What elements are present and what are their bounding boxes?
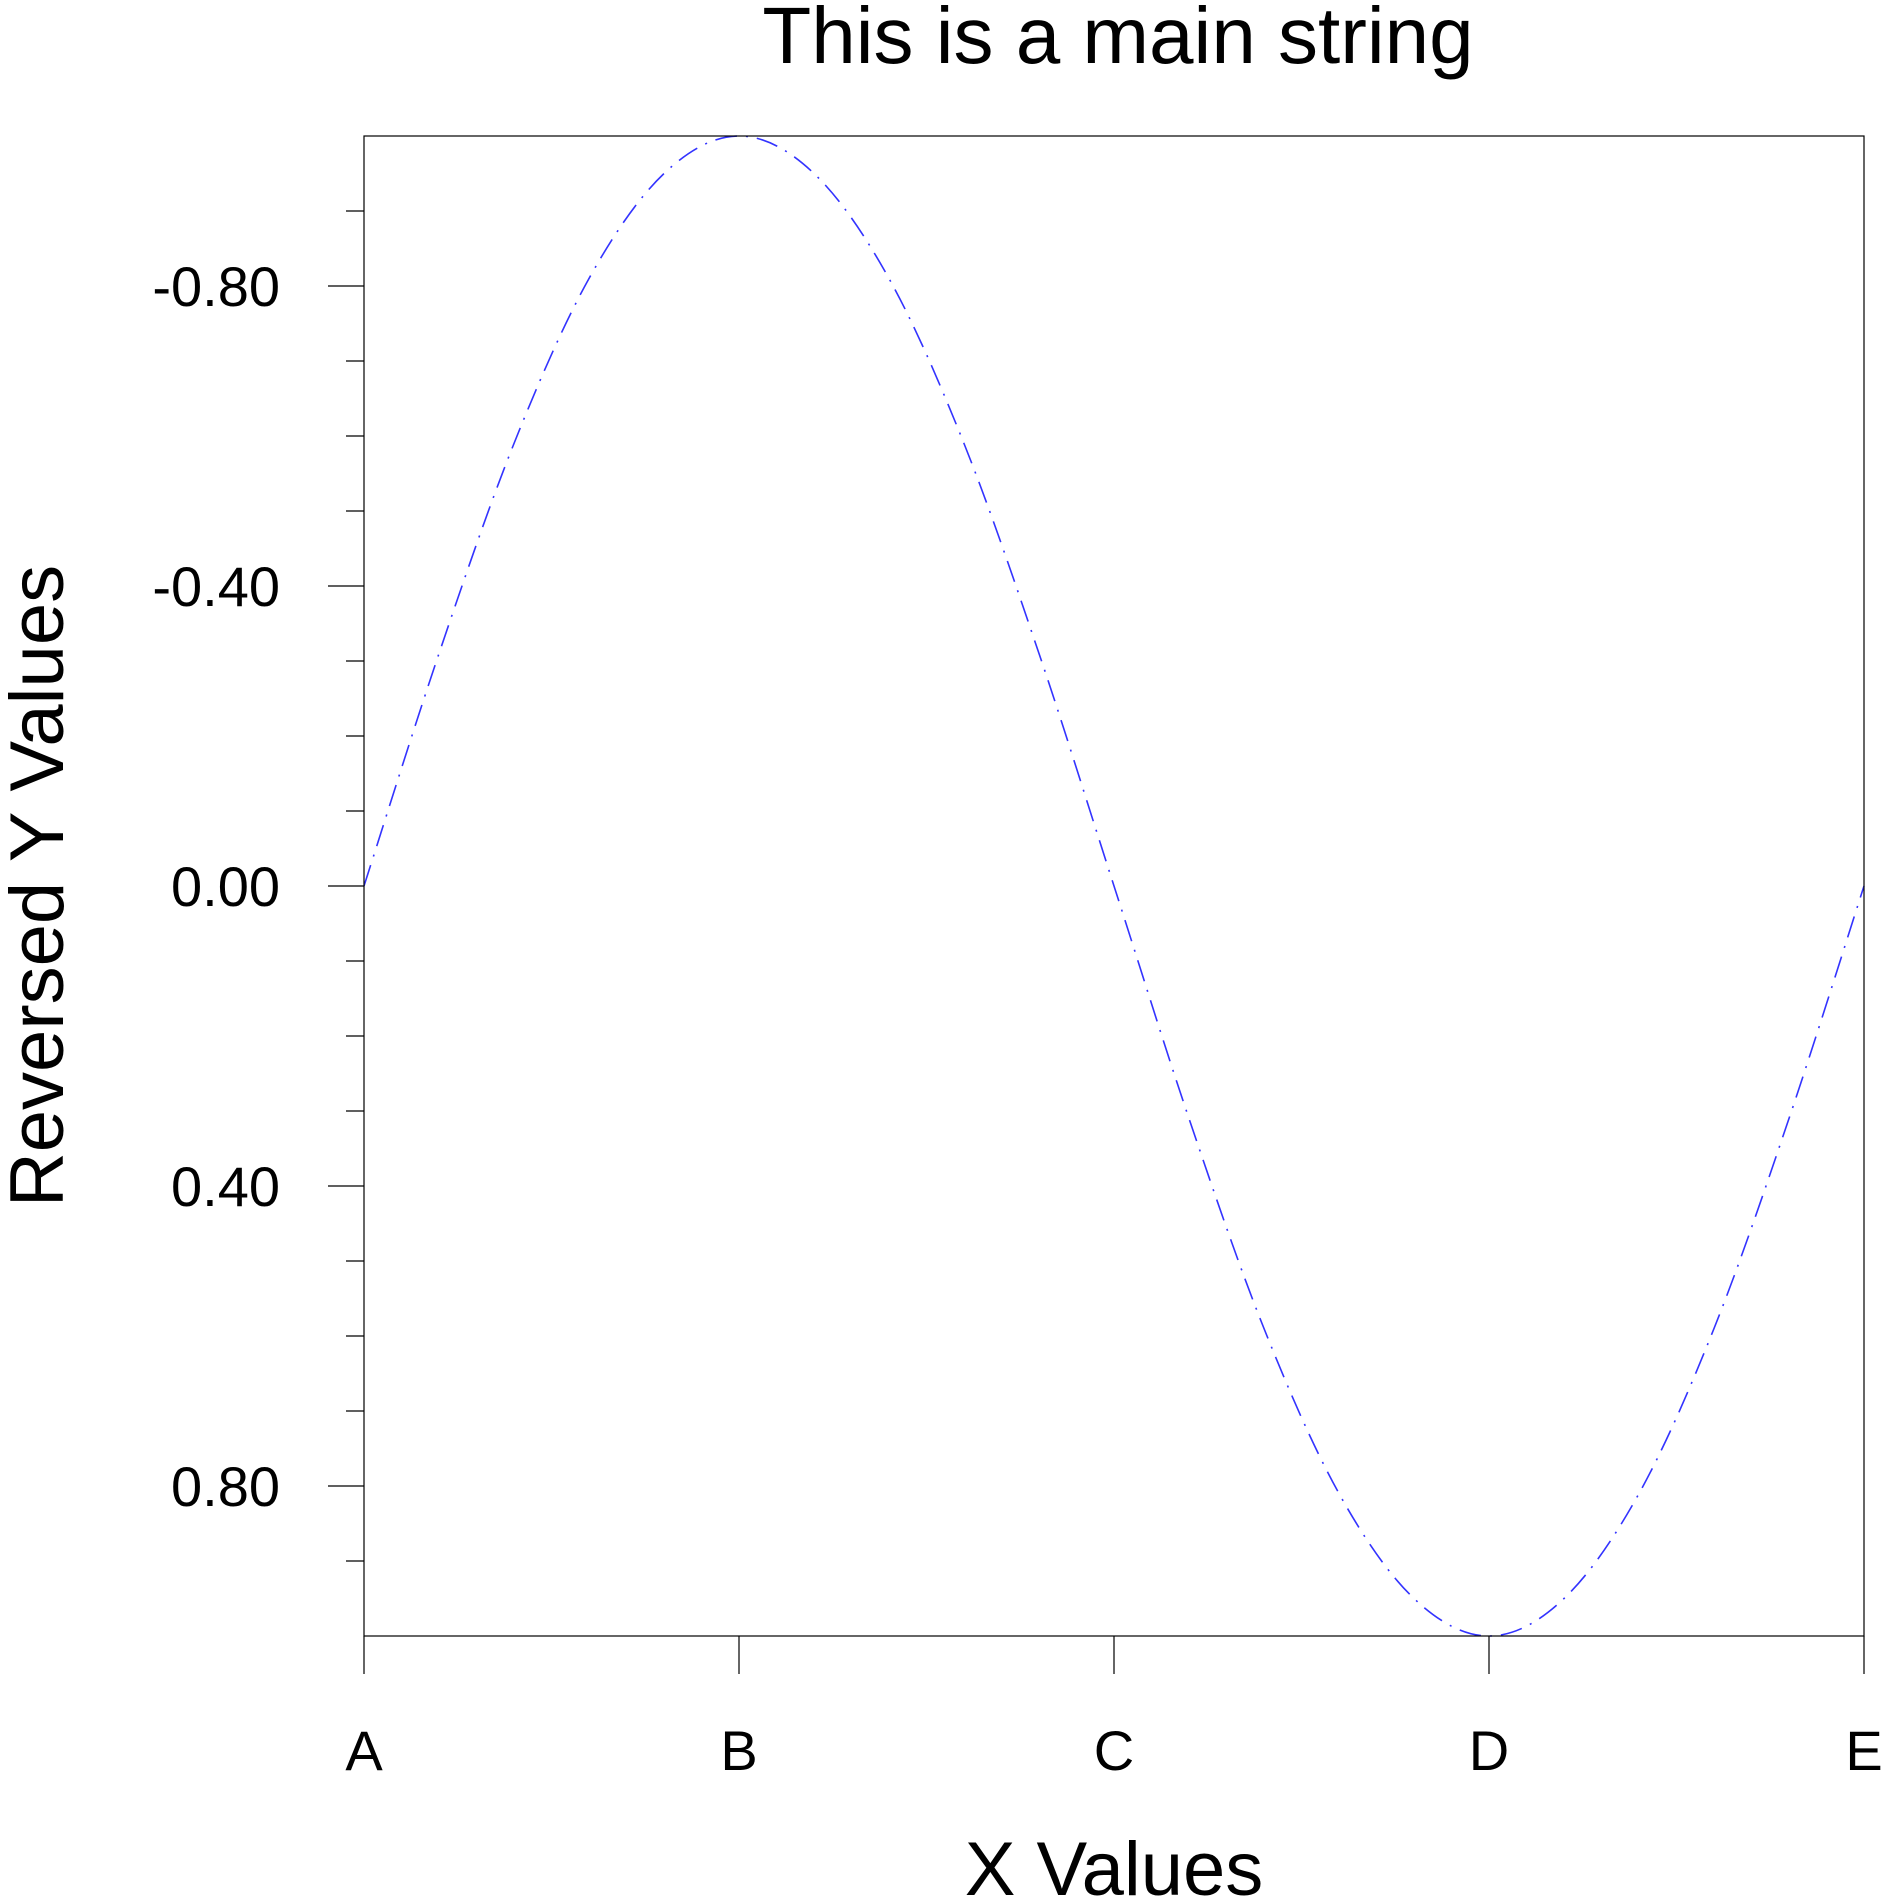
x-tick-label: D: [1469, 1719, 1509, 1782]
data-point: [1113, 885, 1115, 887]
data-point: [963, 443, 965, 445]
data-point: [1563, 1598, 1565, 1600]
data-point: [513, 443, 515, 445]
series-line: [363, 135, 1865, 1637]
data-point: [1713, 1328, 1715, 1330]
series-layer: [363, 135, 1865, 1637]
y-axis-title: Reversed Y Values: [0, 565, 80, 1207]
data-point: [813, 173, 815, 175]
x-tick-label: B: [720, 1719, 757, 1782]
x-tick-label: A: [345, 1719, 383, 1782]
data-point: [1188, 1118, 1190, 1120]
data-point: [1338, 1493, 1340, 1495]
data-point: [1263, 1328, 1265, 1330]
y-tick-label: 0.00: [171, 855, 280, 918]
chart-title: This is a main string: [762, 0, 1473, 80]
x-axis-title: X Values: [965, 1827, 1264, 1901]
y-axis-ticks: -0.80 -0.40 0.00 0.40 0.80: [152, 210, 364, 1562]
data-point: [663, 173, 665, 175]
y-tick-label: 0.80: [171, 1455, 280, 1518]
y-tick-label: -0.40: [152, 555, 280, 618]
data-point: [1413, 1598, 1415, 1600]
y-tick-label: 0.40: [171, 1155, 280, 1218]
data-point: [1038, 653, 1040, 655]
data-point: [438, 653, 440, 655]
x-axis-ticks: A B C D E: [345, 1636, 1882, 1782]
data-point: [1788, 1118, 1790, 1120]
y-tick-label: -0.80: [152, 255, 280, 318]
data-point: [888, 278, 890, 280]
x-tick-label: C: [1094, 1719, 1134, 1782]
data-point: [588, 278, 590, 280]
data-point: [1638, 1493, 1640, 1495]
x-tick-label: E: [1845, 1719, 1882, 1782]
plot-frame: [363, 135, 1865, 1637]
